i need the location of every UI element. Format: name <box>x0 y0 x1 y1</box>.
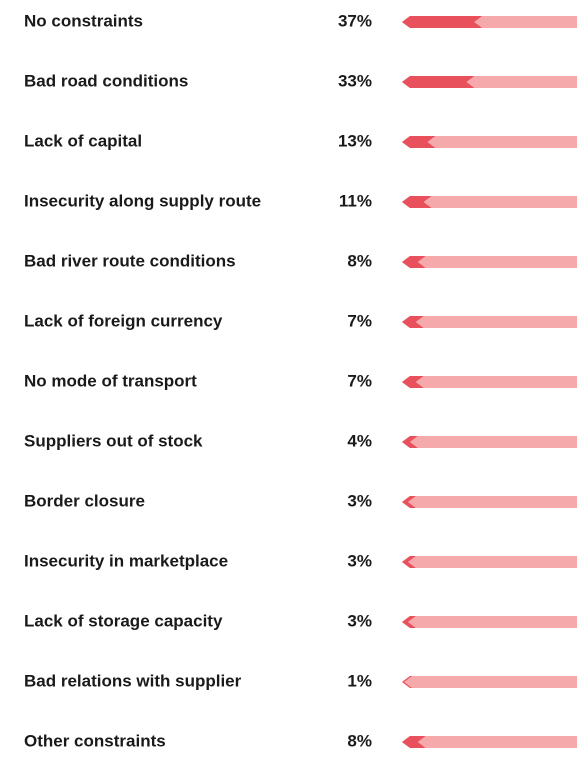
bar <box>402 676 412 688</box>
category-label: Bad river route conditions <box>24 251 236 270</box>
category-label: No constraints <box>24 11 143 30</box>
bar-track <box>402 556 577 568</box>
value-label: 1% <box>347 671 372 690</box>
bar <box>402 736 426 748</box>
bar <box>402 256 426 268</box>
bar <box>402 496 416 508</box>
bar <box>402 136 436 148</box>
category-label: Suppliers out of stock <box>24 431 203 450</box>
bar-track <box>402 376 577 388</box>
category-label: Insecurity in marketplace <box>24 551 228 570</box>
value-label: 3% <box>347 551 372 570</box>
bar-track <box>402 736 577 748</box>
value-label: 8% <box>347 251 372 270</box>
category-label: Lack of storage capacity <box>24 611 223 630</box>
bar-track <box>402 196 577 208</box>
bar-track <box>402 676 577 688</box>
value-label: 3% <box>347 491 372 510</box>
bar <box>402 616 416 628</box>
value-label: 7% <box>347 371 372 390</box>
value-label: 3% <box>347 611 372 630</box>
value-label: 13% <box>338 131 372 150</box>
value-label: 37% <box>338 11 372 30</box>
category-label: No mode of transport <box>24 371 197 390</box>
bar-track <box>402 436 577 448</box>
value-label: 7% <box>347 311 372 330</box>
bar <box>402 376 424 388</box>
value-label: 8% <box>347 731 372 750</box>
category-label: Other constraints <box>24 731 166 750</box>
bar <box>402 316 424 328</box>
bar <box>402 436 418 448</box>
bar <box>402 16 483 28</box>
value-label: 4% <box>347 431 372 450</box>
category-label: Lack of foreign currency <box>24 311 223 330</box>
category-label: Bad road conditions <box>24 71 188 90</box>
category-label: Bad relations with supplier <box>24 671 242 690</box>
bar <box>402 556 416 568</box>
category-label: Lack of capital <box>24 131 142 150</box>
bar-track <box>402 136 577 148</box>
value-label: 33% <box>338 71 372 90</box>
category-label: Border closure <box>24 491 145 510</box>
bar-track <box>402 316 577 328</box>
bar <box>402 76 475 88</box>
bar-track <box>402 496 577 508</box>
bar <box>402 196 432 208</box>
bar-track <box>402 616 577 628</box>
bar-track <box>402 256 577 268</box>
category-label: Insecurity along supply route <box>24 191 261 210</box>
value-label: 11% <box>339 191 372 210</box>
